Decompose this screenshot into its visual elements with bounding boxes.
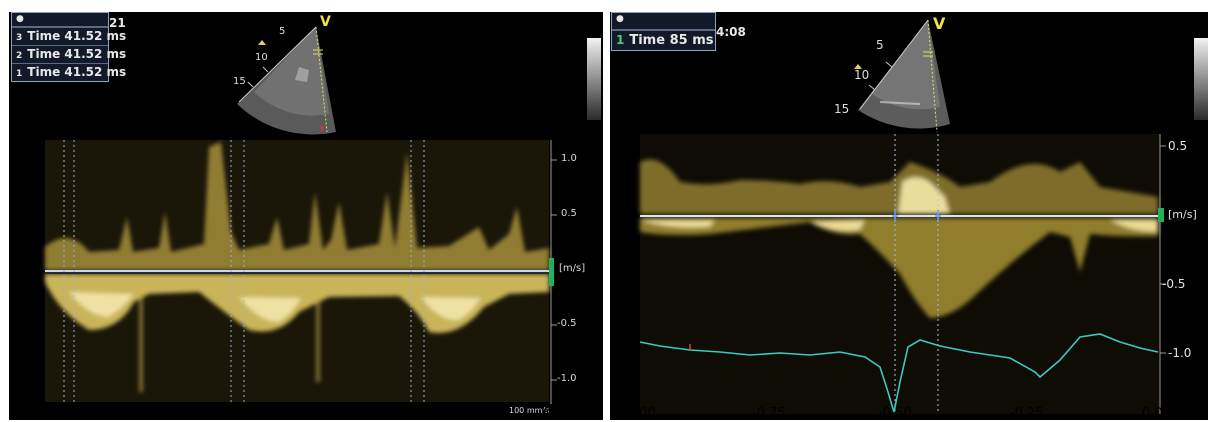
depth-label: 10	[854, 68, 870, 82]
doppler-panel-right: ● 1 Time 85 ms 4:08 V 5 10 15 0.5 [m/s] -…	[610, 12, 1208, 420]
depth-label: 15	[834, 102, 850, 116]
depth-label: 15	[233, 76, 246, 87]
time-tick: -0.75	[752, 406, 786, 421]
velocity-tick: -0.5	[557, 318, 577, 329]
time-tick: -0.50	[878, 406, 912, 421]
time-tick: -2.0	[30, 407, 52, 420]
measurement-row: 3 Time 41.52 ms	[12, 27, 126, 45]
velocity-tick: 0.5	[1168, 139, 1188, 153]
record-circle-icon: ●	[612, 13, 715, 30]
velocity-tick: -1.0	[1168, 346, 1192, 360]
sector-marker: V	[320, 14, 331, 30]
clock-label: 4:08	[716, 25, 746, 39]
time-calipers[interactable]	[63, 140, 425, 404]
time-tick: 0.00	[1142, 406, 1171, 421]
unit-label: [m/s]	[1168, 208, 1197, 221]
doppler-envelope-negative	[640, 218, 1158, 318]
depth-label: 5	[279, 26, 286, 37]
time-tick: -1.00	[622, 406, 656, 421]
unit-label: [m/s]	[559, 263, 586, 274]
sector-image	[237, 26, 336, 135]
velocity-tick: -1.0	[557, 373, 577, 384]
baseline-marker[interactable]	[549, 258, 554, 286]
grey-scale-bar	[587, 38, 601, 120]
sweep-speed: 100 mm/s	[509, 406, 550, 415]
frame-number: 21	[109, 16, 126, 30]
doppler-envelope-negative	[45, 274, 549, 392]
depth-label: 10	[255, 52, 268, 63]
time-tick: -1.0	[285, 407, 307, 420]
time-tick: -0.5	[412, 407, 434, 420]
doppler-panel-left: ● 3 Time 41.52 ms 2 Time 41.52 ms 1 Time 41…	[9, 12, 603, 420]
right-doppler-graphics	[639, 19, 1208, 414]
velocity-tick: -0.5	[1162, 277, 1186, 291]
measurement-row: 2 Time 41.52 ms	[12, 45, 126, 63]
measurement-box-right: ● 1 Time 85 ms	[611, 12, 716, 51]
record-circle-icon: ●	[12, 13, 108, 27]
grey-scale-bar	[1194, 38, 1208, 120]
doppler-envelope-positive	[45, 142, 549, 270]
caliper-handles[interactable]	[892, 210, 941, 222]
velocity-tick: 0.5	[561, 208, 577, 219]
depth-label: 5	[876, 38, 884, 52]
baseline-marker[interactable]	[1158, 208, 1164, 222]
time-calipers[interactable]	[894, 134, 939, 414]
doppler-envelope-positive	[640, 159, 1158, 214]
measurement-box-left: ● 3 Time 41.52 ms 2 Time 41.52 ms 1 Time 41…	[11, 12, 126, 82]
velocity-tick: 1.0	[561, 153, 577, 164]
measurement-row: 1 Time 85 ms	[612, 30, 715, 50]
edge-label: 6	[1198, 398, 1205, 411]
ecg-trace	[639, 333, 1159, 413]
sector-image	[854, 19, 950, 133]
measurement-row: 1 Time 41.52 ms	[12, 63, 126, 81]
sector-marker: V	[933, 14, 946, 33]
time-tick: -0.25	[1010, 406, 1044, 421]
left-doppler-graphics	[45, 26, 601, 404]
time-tick: -1.5	[160, 407, 182, 420]
time-tick: 0.0	[542, 407, 560, 420]
